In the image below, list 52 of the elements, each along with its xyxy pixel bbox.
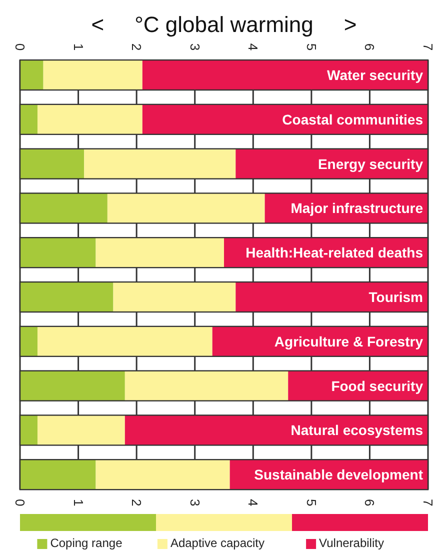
- x2-tick-label: 6: [362, 498, 378, 506]
- x-tick-label: 5: [304, 43, 319, 51]
- y-tick-label: Agriculture & Forestry: [274, 333, 424, 350]
- bar: [20, 148, 84, 179]
- legend-label: Adaptive capacity: [170, 536, 265, 550]
- x2-tick-label: 5: [304, 498, 319, 506]
- bar: [37, 104, 142, 134]
- x-tick-label: 3: [187, 43, 202, 51]
- y-tick-label: Water security: [327, 67, 424, 83]
- x-tick-label: 4: [246, 43, 261, 51]
- y-tick-label: Sustainable development: [254, 466, 424, 483]
- bar: [96, 238, 224, 268]
- y-tick-label: Major infrastructure: [290, 200, 424, 216]
- bar: [20, 60, 44, 90]
- x2-tick-label: 0: [12, 498, 28, 506]
- chart-title: < °C global warming >: [91, 12, 357, 37]
- y-tick-label: Energy security: [318, 156, 424, 172]
- x2-tick-label: 2: [129, 498, 144, 506]
- legend-label: Vulnerability: [319, 536, 384, 550]
- x2-tick-label: 1: [70, 498, 86, 506]
- bar: [84, 148, 236, 179]
- x2-tick-label: 7: [420, 498, 435, 506]
- x-tick-label: 2: [129, 43, 144, 51]
- bar: [37, 326, 212, 356]
- bar: [96, 460, 230, 490]
- bar: [124, 370, 288, 401]
- x-tick-label: 1: [70, 43, 86, 51]
- y-tick-label: Natural ecosystems: [290, 422, 424, 438]
- bar: [107, 193, 265, 224]
- y-tick-label: Food security: [331, 378, 424, 394]
- y-tick-label: Health:Heat-related deaths: [246, 244, 424, 261]
- bar: [142, 60, 428, 90]
- legend-label: Coping range: [50, 536, 123, 550]
- bar: [43, 60, 142, 90]
- bar: [20, 193, 108, 224]
- x-tick-label: 0: [12, 43, 28, 51]
- x-tick-label: 7: [420, 43, 435, 51]
- bar: [37, 415, 125, 446]
- x2-tick-label: 4: [246, 498, 261, 506]
- y-tick-label: Coastal communities: [282, 111, 424, 128]
- bar: [20, 104, 38, 134]
- bar: [20, 282, 114, 312]
- bar: [236, 282, 428, 312]
- bar: [20, 370, 125, 401]
- bar: [20, 326, 38, 356]
- bar: [20, 415, 38, 446]
- bar: [113, 282, 236, 312]
- bar: [20, 460, 96, 490]
- bar: [20, 238, 96, 268]
- x2-tick-label: 3: [187, 498, 202, 506]
- y-tick-label: Tourism: [368, 289, 423, 305]
- x-tick-label: 6: [362, 43, 378, 51]
